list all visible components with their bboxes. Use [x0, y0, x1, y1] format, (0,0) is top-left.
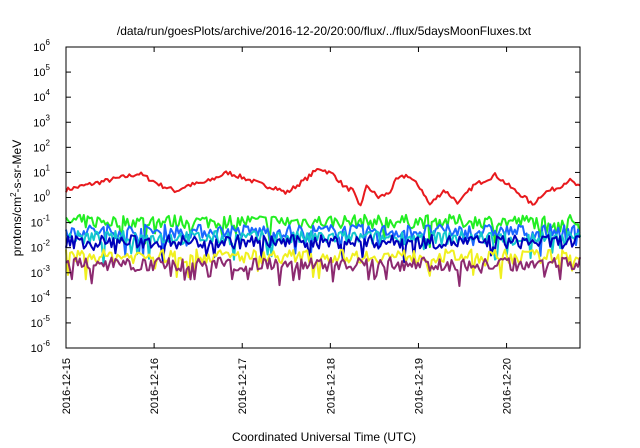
y-tick-exponent: -2	[43, 239, 51, 248]
y-tick-exponent: -4	[43, 289, 51, 298]
y-tick-label: 10-4	[31, 289, 51, 305]
y-tick-label: 103	[33, 113, 50, 129]
y-tick-base: 10	[31, 243, 43, 255]
y-tick-base: 10	[31, 293, 43, 305]
y-tick-label: 10-1	[31, 214, 51, 230]
y-tick-exponent: 5	[46, 63, 51, 72]
y-tick-label: 106	[33, 38, 50, 54]
y-tick-label: 10-2	[31, 239, 51, 255]
y-axis-label-part-1: protons/cm	[10, 197, 24, 256]
y-tick-base: 10	[31, 318, 43, 330]
y-tick-label: 10-5	[31, 314, 51, 330]
x-tick-label: 2016-12-18	[325, 358, 337, 414]
series-line-7	[65, 256, 581, 287]
y-tick-exponent: -6	[43, 339, 51, 348]
y-tick-exponent: 0	[46, 189, 51, 198]
y-tick-base: 10	[31, 268, 43, 280]
x-tick-label: 2016-12-17	[237, 358, 249, 414]
y-tick-exponent: 3	[46, 113, 51, 122]
y-tick-exponent: -3	[43, 264, 51, 273]
y-tick-label: 10-6	[31, 339, 51, 355]
x-tick-label: 2016-12-19	[413, 358, 425, 414]
chart-title: /data/run/goesPlots/archive/2016-12-20/2…	[117, 24, 532, 38]
series-line-3	[65, 223, 581, 257]
y-tick-label: 101	[33, 163, 50, 179]
y-tick-base: 10	[33, 142, 45, 154]
series-line-4	[65, 230, 581, 266]
y-axis-label: protons/cm2-s-sr-MeV	[9, 140, 24, 256]
y-tick-label: 10-3	[31, 264, 51, 280]
y-tick-label: 102	[33, 138, 50, 154]
y-tick-exponent: 2	[46, 138, 51, 147]
series-line-2	[65, 213, 581, 249]
y-axis-label-superscript: 2	[9, 192, 18, 197]
y-tick-base: 10	[31, 343, 43, 355]
y-tick-base: 10	[33, 42, 45, 54]
y-tick-base: 10	[33, 193, 45, 205]
series-line-5	[65, 234, 581, 264]
y-axis: 10-610-510-410-310-210-11001011021031041…	[31, 38, 580, 355]
y-tick-base: 10	[33, 92, 45, 104]
series-line-6	[65, 248, 581, 281]
y-tick-label: 105	[33, 63, 50, 79]
y-tick-exponent: 1	[46, 163, 51, 172]
plot-frame	[65, 46, 581, 349]
y-tick-label: 100	[33, 189, 50, 205]
y-tick-exponent: 6	[46, 38, 51, 47]
x-tick-label: 2016-12-16	[149, 358, 161, 414]
x-axis: 2016-12-15 2016-12-16 2016-12-17 2016-12-18…	[61, 47, 514, 414]
x-tick-label: 2016-12-15	[61, 358, 73, 414]
x-axis-label: Coordinated Universal Time (UTC)	[232, 430, 416, 444]
y-tick-exponent: -5	[43, 314, 51, 323]
series-line-1	[65, 168, 581, 207]
y-tick-exponent: -1	[43, 214, 51, 223]
y-tick-exponent: 4	[46, 88, 51, 97]
y-tick-base: 10	[33, 67, 45, 79]
series-layer	[65, 168, 581, 287]
x-tick-label: 2016-12-20	[502, 358, 514, 414]
y-tick-base: 10	[33, 167, 45, 179]
y-tick-base: 10	[31, 218, 43, 230]
y-tick-base: 10	[33, 117, 45, 129]
y-tick-label: 104	[33, 88, 50, 104]
y-axis-label-part-2: -s-sr-MeV	[10, 140, 24, 193]
